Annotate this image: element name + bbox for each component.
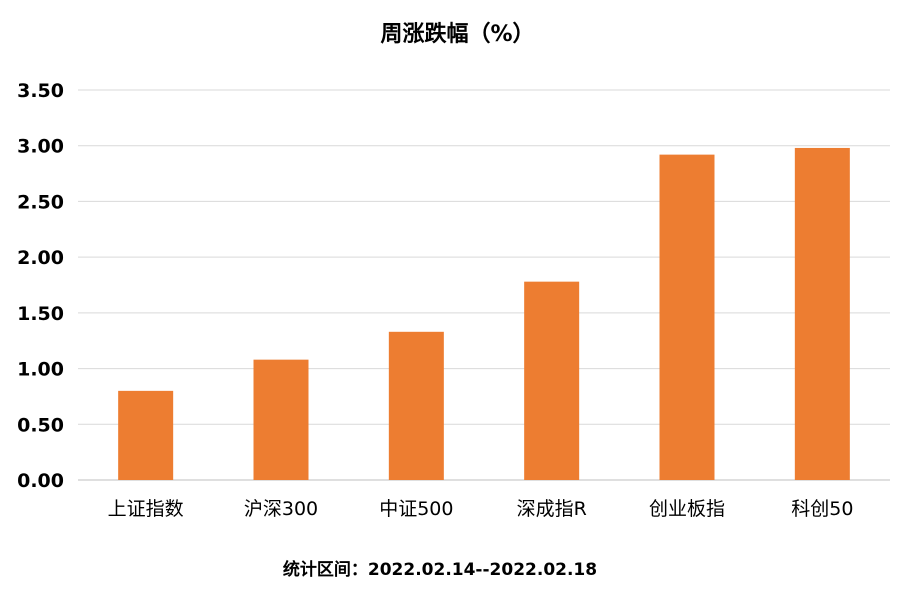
y-tick-label: 2.50 xyxy=(17,191,64,213)
bar xyxy=(253,359,309,480)
x-tick-label: 科创50 xyxy=(791,498,853,520)
bar xyxy=(794,147,850,480)
date-range-footnote: 统计区间：2022.02.14--2022.02.18 xyxy=(282,560,598,580)
y-tick-label: 0.00 xyxy=(17,470,64,492)
bar xyxy=(659,154,715,480)
x-tick-label: 中证500 xyxy=(379,498,453,520)
x-tick-label: 上证指数 xyxy=(108,498,184,520)
gridlines xyxy=(78,89,890,481)
y-tick-label: 3.50 xyxy=(17,80,64,102)
y-tick-label: 0.50 xyxy=(17,414,64,436)
x-tick-label: 沪深300 xyxy=(244,498,318,520)
y-tick-label: 2.00 xyxy=(17,247,64,269)
y-tick-label: 1.00 xyxy=(17,359,64,381)
y-axis-ticks: 0.00 0.50 1.00 1.50 2.00 2.50 3.00 3.50 xyxy=(17,80,64,492)
x-tick-label: 深成指R xyxy=(517,498,587,520)
y-tick-label: 3.00 xyxy=(17,136,64,158)
bars xyxy=(118,147,850,480)
bar xyxy=(118,390,174,480)
bar xyxy=(524,281,580,480)
chart-title: 周涨跌幅（%） xyxy=(380,22,535,47)
y-tick-label: 1.50 xyxy=(17,303,64,325)
x-axis-ticks: 上证指数 沪深300 中证500 深成指R 创业板指 科创50 xyxy=(108,498,854,520)
bar xyxy=(388,331,444,480)
x-tick-label: 创业板指 xyxy=(649,498,725,520)
